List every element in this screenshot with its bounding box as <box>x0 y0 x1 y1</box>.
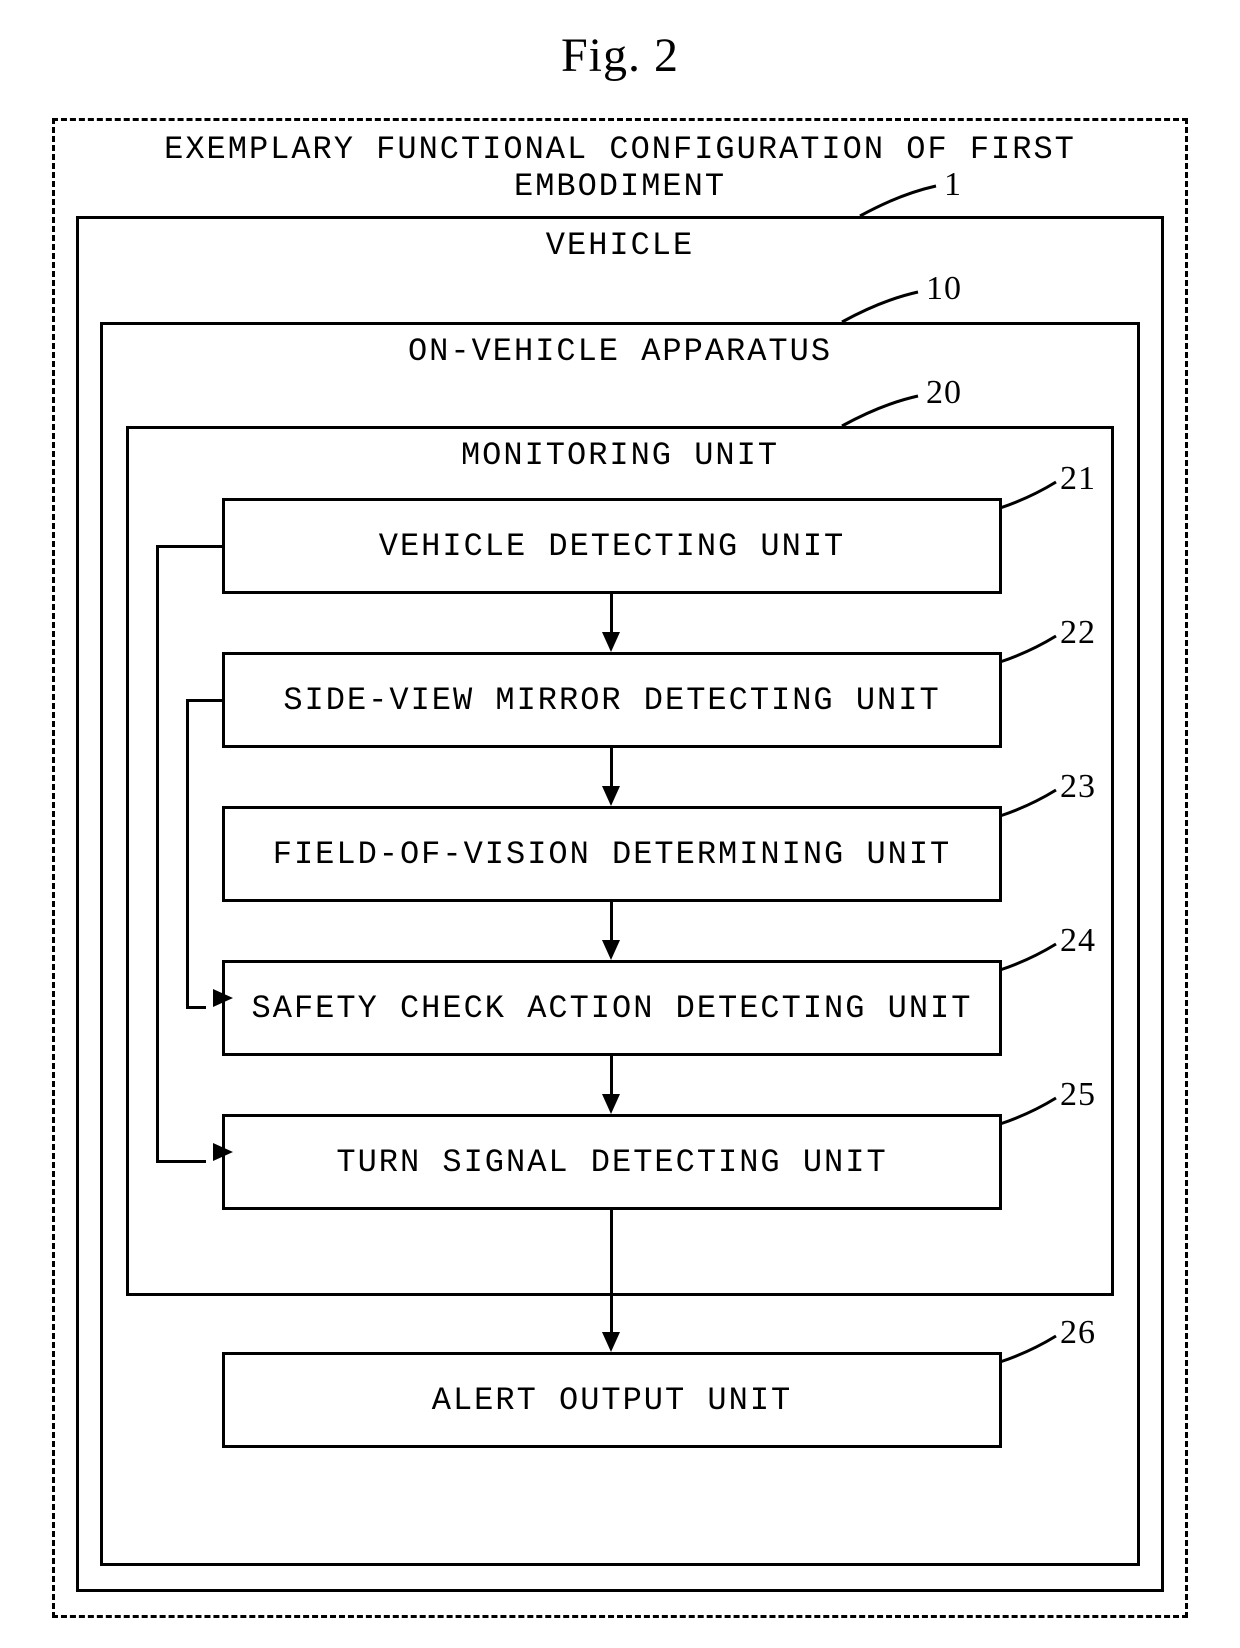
vehicle-label: VEHICLE <box>79 227 1161 264</box>
unit-23-label: FIELD-OF-VISION DETERMINING UNIT <box>225 809 999 899</box>
leader-26 <box>1000 1334 1060 1364</box>
unit-26-box: ALERT OUTPUT UNIT <box>222 1352 1002 1448</box>
arrow-22-23 <box>610 748 613 788</box>
leader-24 <box>1000 942 1060 972</box>
leader-20 <box>842 394 922 428</box>
arrow-head-25-26 <box>602 1332 620 1352</box>
arrow-head-21-22 <box>602 632 620 652</box>
monitoring-label: MONITORING UNIT <box>129 437 1111 474</box>
arrow-head-24-25 <box>602 1094 620 1114</box>
ref-10: 10 <box>926 270 962 308</box>
apparatus-label: ON-VEHICLE APPARATUS <box>103 333 1137 370</box>
arrow-21-22 <box>610 594 613 634</box>
ref-26: 26 <box>1060 1314 1096 1352</box>
unit-22-box: SIDE-VIEW MIRROR DETECTING UNIT <box>222 652 1002 748</box>
rail-inner-top-h <box>186 699 222 702</box>
unit-21-box: VEHICLE DETECTING UNIT <box>222 498 1002 594</box>
unit-25-label: TURN SIGNAL DETECTING UNIT <box>225 1117 999 1207</box>
ref-1: 1 <box>944 166 962 204</box>
unit-25-box: TURN SIGNAL DETECTING UNIT <box>222 1114 1002 1210</box>
unit-22-label: SIDE-VIEW MIRROR DETECTING UNIT <box>225 655 999 745</box>
unit-26-label: ALERT OUTPUT UNIT <box>225 1355 999 1445</box>
ref-23: 23 <box>1060 768 1096 806</box>
arrow-head-22-23 <box>602 786 620 806</box>
leader-10 <box>842 290 922 324</box>
unit-24-label: SAFETY CHECK ACTION DETECTING UNIT <box>225 963 999 1053</box>
outer-frame-title: EXEMPLARY FUNCTIONAL CONFIGURATION OF FI… <box>55 131 1185 205</box>
leader-25 <box>1000 1096 1060 1126</box>
unit-21-label: VEHICLE DETECTING UNIT <box>225 501 999 591</box>
unit-23-box: FIELD-OF-VISION DETERMINING UNIT <box>222 806 1002 902</box>
ref-22: 22 <box>1060 614 1096 652</box>
ref-25: 25 <box>1060 1076 1096 1114</box>
arrow-25-26 <box>610 1210 613 1334</box>
rail-outer-v <box>156 545 159 1162</box>
rail-inner-v <box>186 699 189 1008</box>
rail-outer-arrow <box>213 1143 233 1161</box>
rail-outer-bot-h <box>156 1160 206 1163</box>
rail-outer-top-h <box>156 545 222 548</box>
arrow-23-24 <box>610 902 613 942</box>
arrow-head-23-24 <box>602 940 620 960</box>
rail-inner-arrow <box>213 989 233 1007</box>
unit-24-box: SAFETY CHECK ACTION DETECTING UNIT <box>222 960 1002 1056</box>
leader-23 <box>1000 788 1060 818</box>
ref-21: 21 <box>1060 460 1096 498</box>
ref-20: 20 <box>926 374 962 412</box>
ref-24: 24 <box>1060 922 1096 960</box>
leader-22 <box>1000 634 1060 664</box>
arrow-24-25 <box>610 1056 613 1096</box>
leader-21 <box>1000 480 1060 510</box>
figure-title: Fig. 2 <box>0 28 1240 83</box>
leader-1 <box>860 184 940 218</box>
rail-inner-bot-h <box>186 1006 206 1009</box>
